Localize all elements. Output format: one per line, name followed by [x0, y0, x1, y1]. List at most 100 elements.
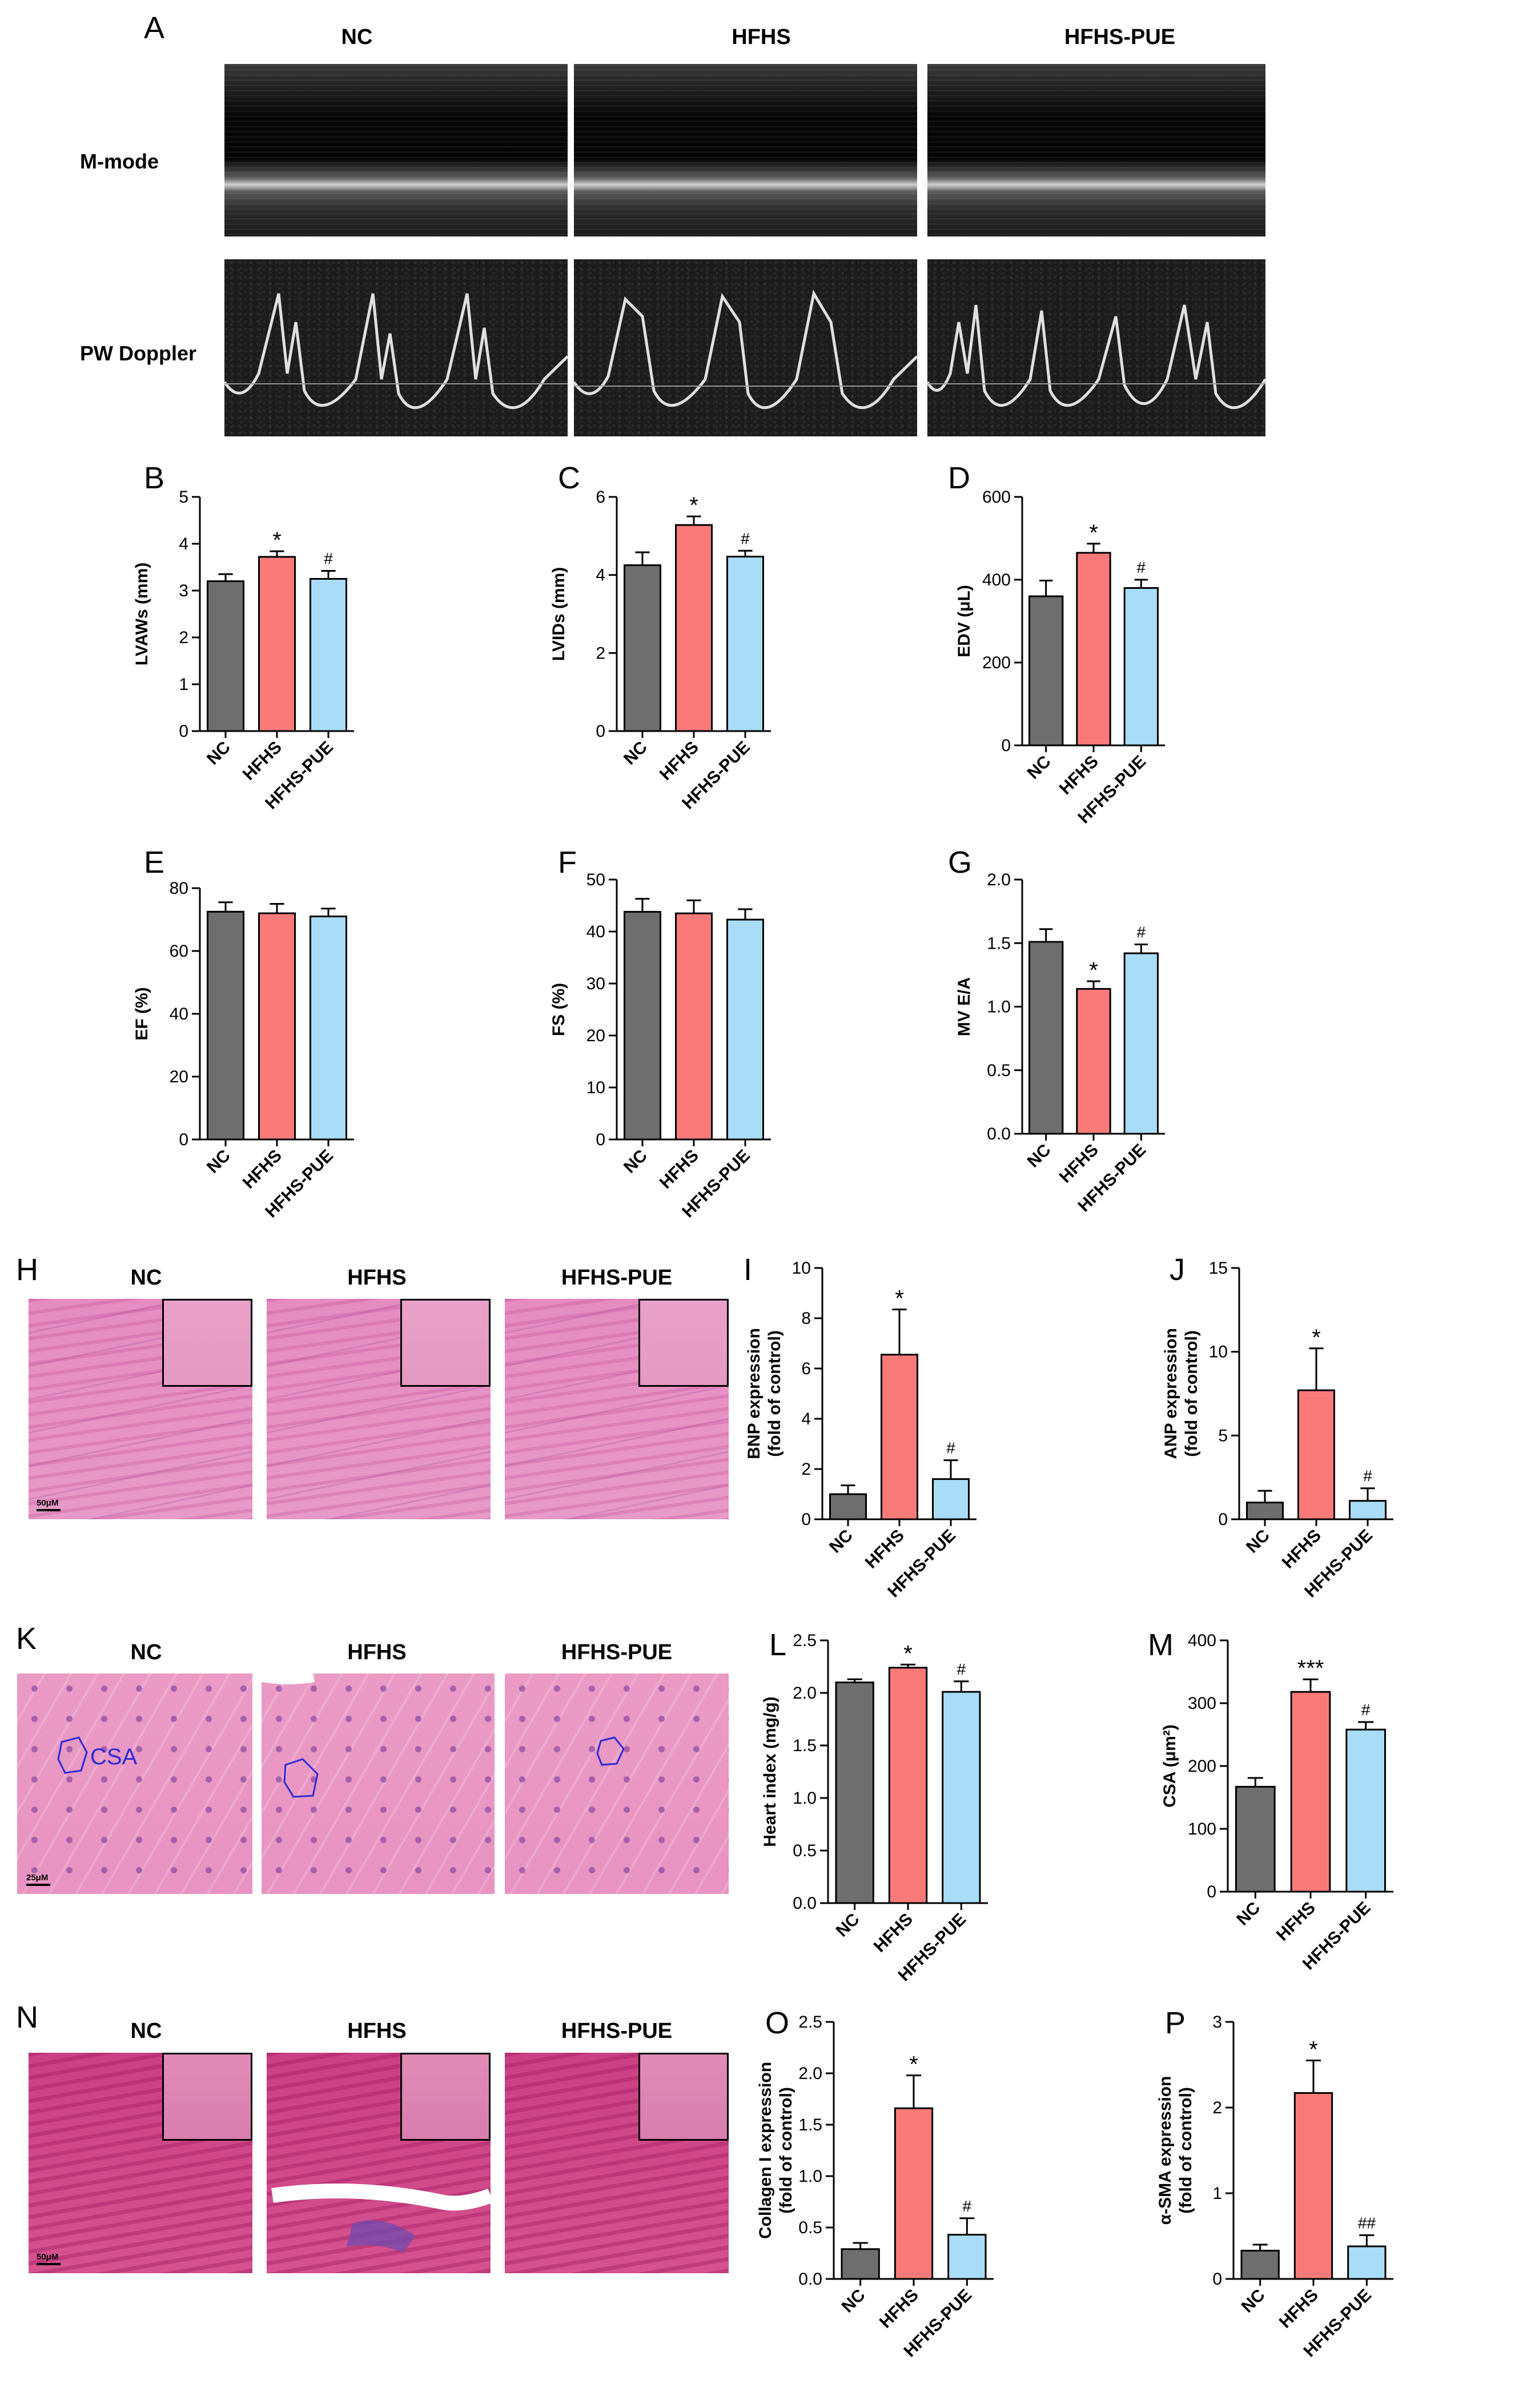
y-tick-label: 2.0 — [798, 2064, 822, 2083]
bar-nc — [835, 1681, 874, 1904]
x-tick-label: NC — [833, 1910, 863, 1941]
bar-nc — [1028, 595, 1064, 747]
chart-p-alpha-sma: 0 1 2 3 α-SMA expression (fold of control) NC *… — [1156, 2013, 1393, 2361]
x-tick-label: HFHS — [656, 1146, 702, 1193]
significance-marker: # — [1137, 923, 1146, 941]
panel-letter-c: C — [558, 461, 580, 495]
x-tick-label: NC — [1024, 1141, 1055, 1171]
y-tick-label: 3 — [1212, 2013, 1222, 2032]
y-tick-label: 6 — [596, 488, 605, 507]
bar-hfhs-pue — [1347, 2245, 1387, 2280]
y-tick-label: 15 — [1209, 1259, 1228, 1278]
y-axis-label: ANP expression — [1162, 1328, 1180, 1459]
x-tick-label: HFHS — [1276, 2286, 1322, 2332]
y-tick-label: 300 — [1188, 1694, 1216, 1713]
y-axis-label: LVIDs (mm) — [549, 567, 568, 661]
x-tick-label: NC — [203, 1146, 234, 1177]
y-tick-label: 0.0 — [798, 2270, 822, 2289]
masson-image-hfhs — [267, 2053, 491, 2273]
panel-k-group-hfhs: HFHS — [347, 1640, 407, 1664]
panel-a-group-hfhs: HFHS — [732, 25, 791, 49]
he-inset-hfhs-pue — [638, 1299, 729, 1387]
y-tick-label: 2.0 — [987, 870, 1011, 889]
y-tick-label: 0 — [1207, 1883, 1216, 1901]
panel-letter-o: O — [765, 2006, 790, 2040]
panel-letter-m: M — [1148, 1628, 1174, 1662]
scale-bar-k: 25μM — [26, 1873, 50, 1886]
m-mode-image-hfhs-pue — [927, 64, 1265, 236]
bar-hfhs-pue — [310, 916, 347, 1141]
y-tick-label: 50 — [586, 870, 605, 889]
panel-letter-h: H — [16, 1253, 38, 1287]
y-tick-label: 0.5 — [987, 1061, 1011, 1080]
y-axis-label: (fold of control) — [1182, 1330, 1201, 1457]
y-tick-label: 100 — [1188, 1820, 1216, 1839]
he-image-hfhs-pue — [505, 1299, 729, 1519]
y-tick-label: 2 — [596, 644, 605, 663]
panel-h-group-hfhs-pue: HFHS-PUE — [561, 1266, 673, 1290]
y-tick-label: 0 — [801, 1510, 811, 1529]
bar-nc — [1028, 941, 1064, 1135]
significance-marker: *** — [1297, 1656, 1324, 1681]
panel-letter-g: G — [948, 845, 973, 880]
significance-marker: # — [1363, 1467, 1372, 1485]
x-tick-label: HFHS — [1279, 1526, 1325, 1572]
panel-letter-f: F — [558, 845, 577, 880]
significance-marker: * — [1312, 1325, 1321, 1350]
y-tick-label: 2.0 — [793, 1684, 817, 1703]
y-tick-label: 0 — [1212, 2270, 1222, 2289]
bar-nc — [207, 910, 244, 1141]
y-tick-label: 20 — [170, 1067, 188, 1086]
significance-marker: * — [689, 493, 698, 518]
panel-letter-e: E — [144, 845, 165, 880]
chart-g-mv-ea: 0.00.51.01.52.0MV E/ANC*HFHS#HFHS-PUE — [955, 870, 1165, 1215]
masson-inset-nc — [162, 2053, 252, 2141]
csa-image-hfhs — [262, 1673, 495, 1894]
y-tick-label: 2.5 — [798, 2013, 822, 2032]
bar-hfhs-pue — [1349, 1500, 1387, 1520]
y-tick-label: 40 — [586, 922, 605, 941]
y-axis-label: Collagen I expression — [756, 2062, 775, 2239]
panel-n-group-hfhs: HFHS — [347, 2019, 407, 2043]
csa-roi-label: CSA — [90, 1744, 138, 1769]
x-tick-label: NC — [203, 738, 234, 769]
y-tick-label: 0 — [1218, 1510, 1228, 1529]
x-tick-label: NC — [620, 1146, 651, 1177]
bar-hfhs-pue — [942, 1691, 981, 1904]
significance-marker: # — [1361, 1701, 1371, 1719]
bar-hfhs — [881, 1354, 918, 1520]
x-tick-label: HFHS — [1056, 752, 1102, 798]
bar-hfhs-pue — [726, 918, 764, 1141]
panel-n-group-hfhs-pue: HFHS-PUE — [561, 2019, 673, 2043]
y-tick-label: 10 — [1209, 1343, 1228, 1362]
panel-n-group-nc: NC — [130, 2019, 162, 2043]
bar-hfhs — [1290, 1691, 1331, 1893]
x-tick-label: NC — [1024, 752, 1055, 783]
bar-hfhs — [1076, 988, 1111, 1135]
panel-letter-j: J — [1170, 1253, 1185, 1287]
y-axis-label: LVAWs (mm) — [132, 563, 151, 666]
bar-hfhs — [888, 1667, 928, 1904]
bar-nc — [829, 1493, 867, 1520]
y-tick-label: 30 — [586, 974, 605, 993]
scale-bar-n: 50μM — [37, 2252, 61, 2265]
panel-h-group-nc: NC — [130, 1266, 162, 1290]
x-tick-label: NC — [1243, 1526, 1273, 1557]
significance-marker: # — [324, 550, 333, 568]
y-tick-label: 2.5 — [793, 1631, 817, 1650]
significance-marker: * — [1089, 520, 1098, 545]
bar-hfhs — [1297, 1389, 1335, 1520]
doppler-image-hfhs — [574, 259, 917, 436]
y-tick-label: 0.5 — [798, 2218, 822, 2237]
y-tick-label: 1 — [179, 675, 188, 694]
chart-j-anp: 0 5 10 15 ANP expression (fold of control) NC *… — [1162, 1259, 1393, 1601]
y-tick-label: 4 — [801, 1410, 811, 1428]
bar-hfhs-pue — [1123, 952, 1159, 1135]
panel-letter-n: N — [16, 2000, 38, 2034]
m-mode-image-nc — [224, 64, 568, 236]
bar-hfhs — [1293, 2092, 1333, 2280]
x-tick-label: NC — [1233, 1899, 1264, 1929]
bar-hfhs — [258, 912, 296, 1141]
